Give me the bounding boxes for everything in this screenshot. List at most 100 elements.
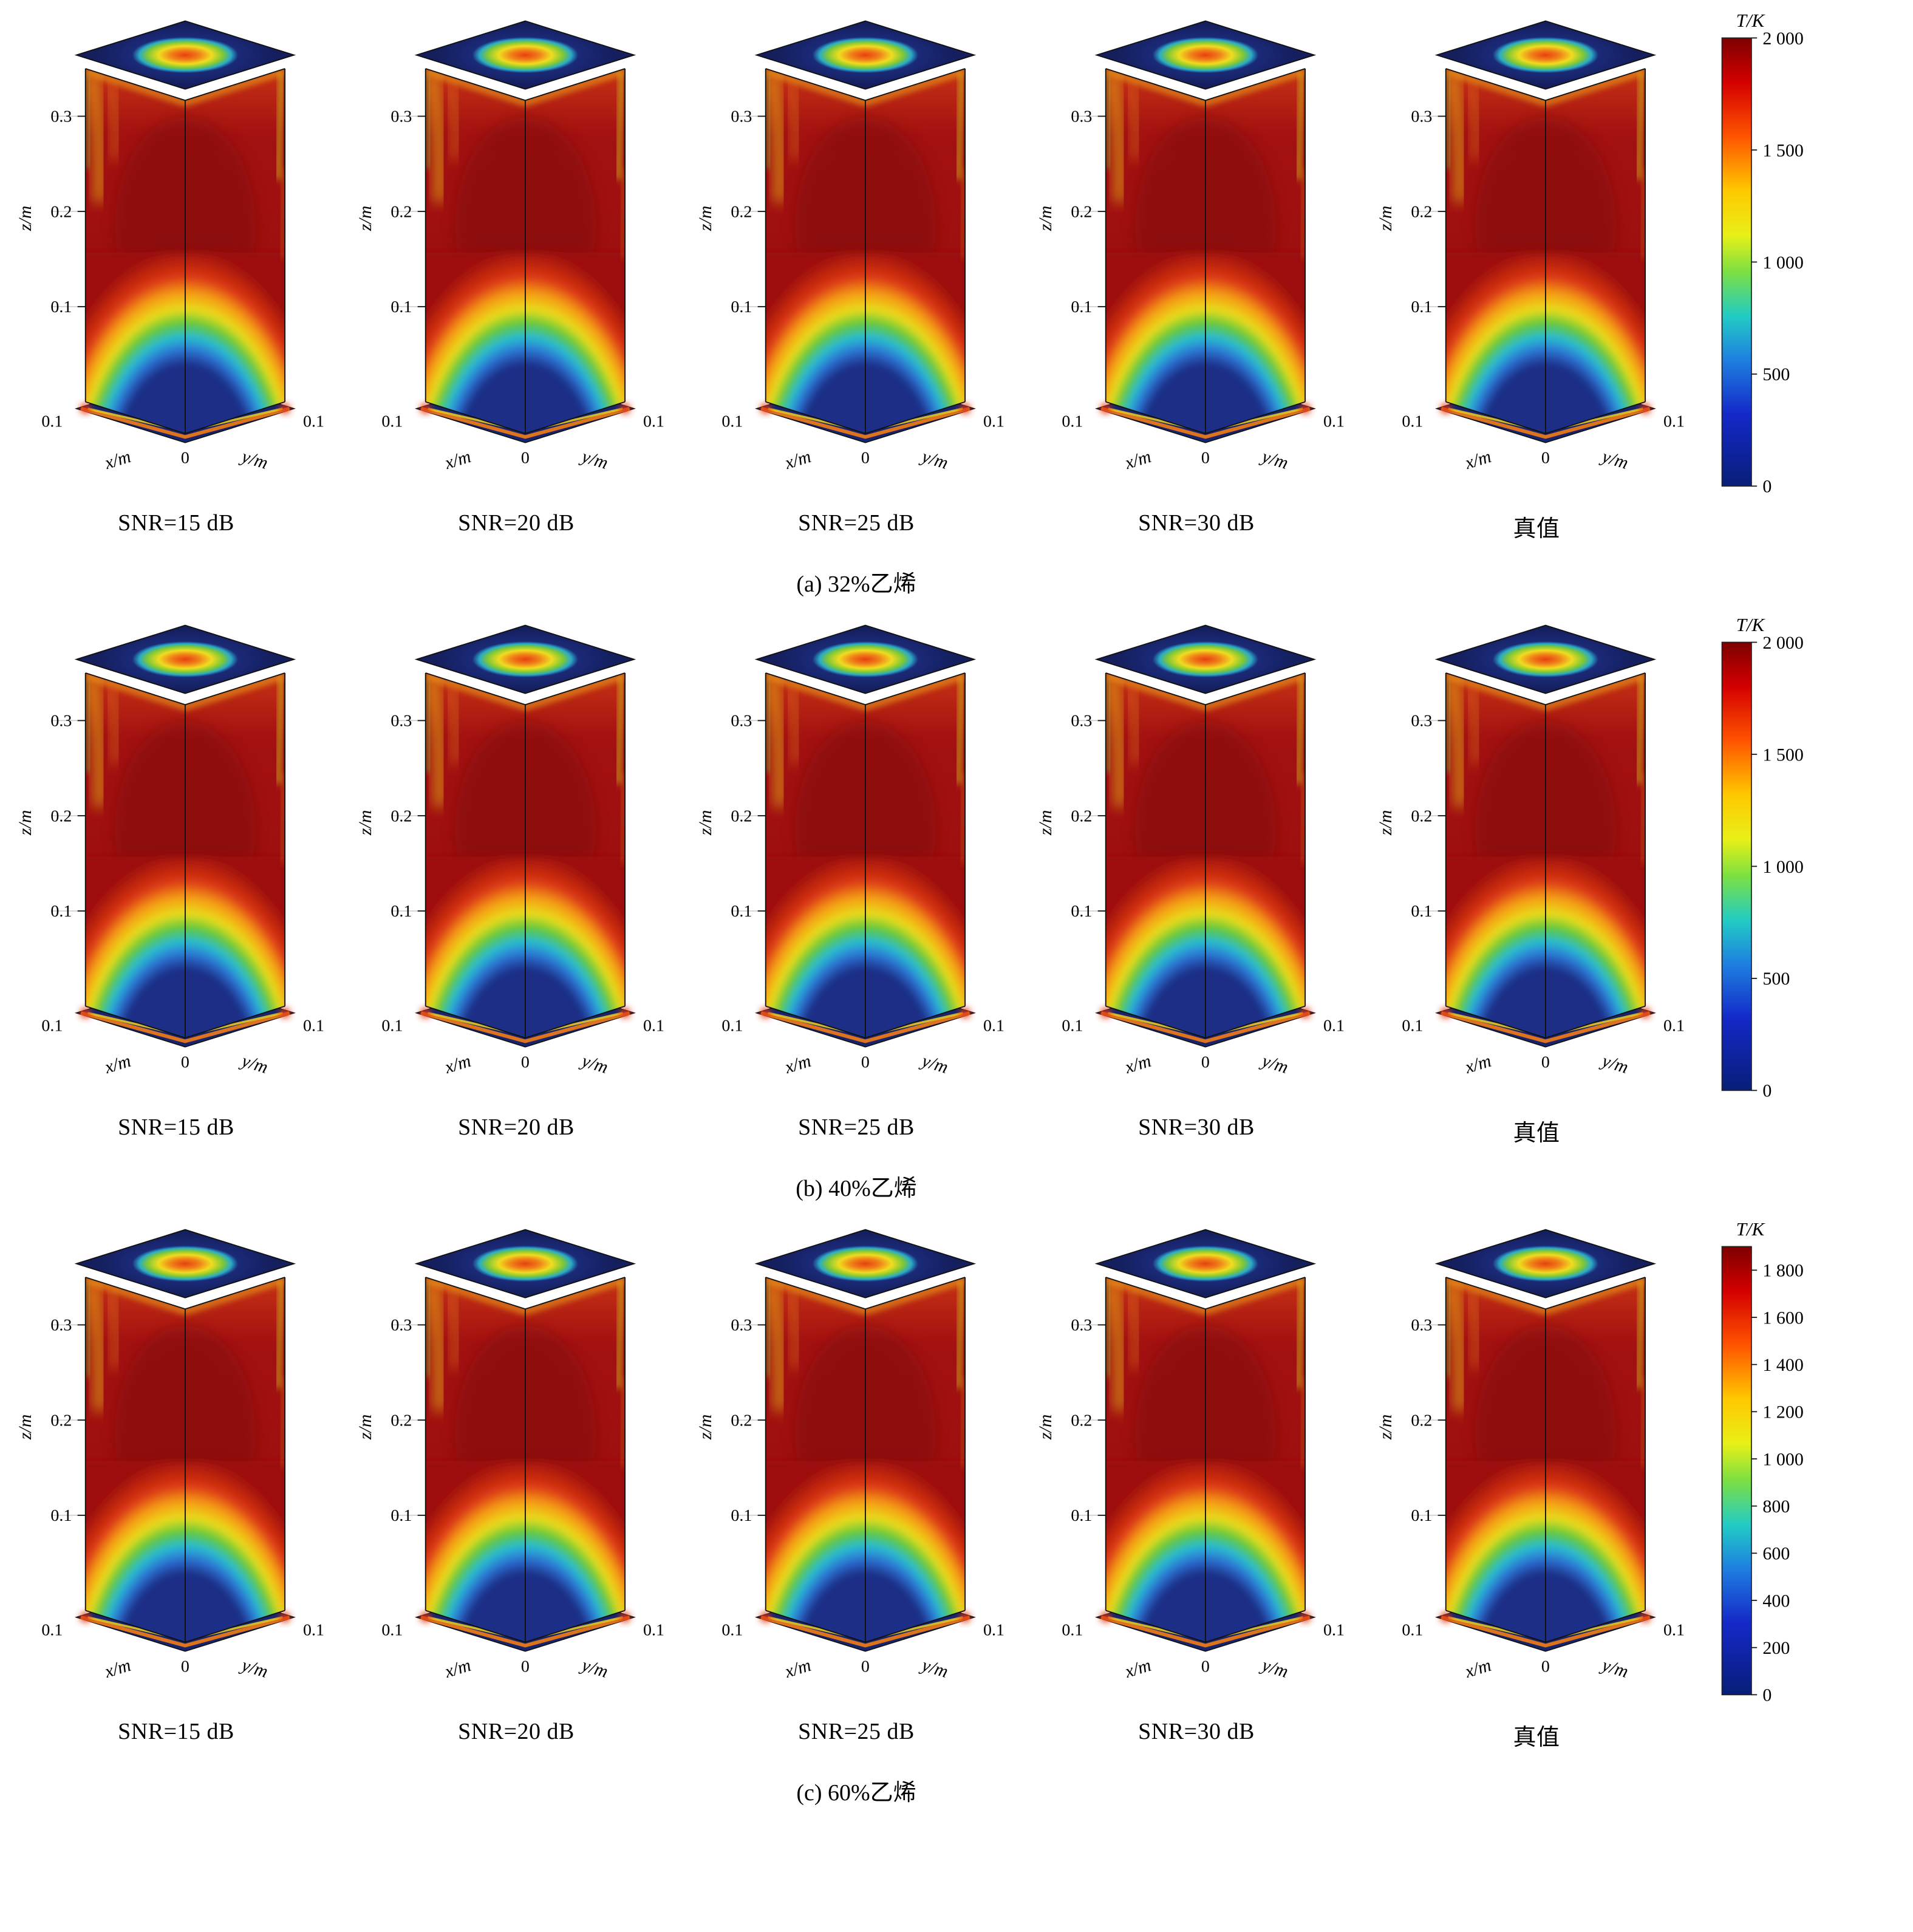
- plot-cell: 0.3 0.2 0.1 z/m: [1366, 10, 1707, 543]
- warm-sliver-right-2: [1300, 1377, 1306, 1468]
- plot-cell: 0.3 0.2 0.1 z/m: [1026, 1218, 1366, 1745]
- volume-faces: [85, 69, 285, 434]
- z-axis: 0.3 0.2 0.1 z/m: [15, 1316, 86, 1525]
- z-axis-label: z/m: [15, 206, 35, 231]
- box-top-edges: [1445, 1277, 1646, 1310]
- bottom-slice-hot-band: [760, 1011, 970, 1043]
- column-caption: SNR=30 dB: [1138, 510, 1255, 536]
- warm-sliver-right: [956, 73, 964, 180]
- z-axis: 0.3 0.2 0.1 z/m: [1035, 108, 1106, 316]
- flame-streak-left: [768, 1283, 784, 1411]
- z-axis: 0.3 0.2 0.1 z/m: [355, 1316, 426, 1525]
- box-wireframe: [765, 1277, 966, 1643]
- colorbar-tick-label: 800: [1762, 1497, 1790, 1517]
- plot-cell: 0.3 0.2 0.1 z/m: [1366, 614, 1707, 1147]
- warm-sliver-right: [956, 1282, 964, 1388]
- box-bottom-edges: [765, 1609, 966, 1643]
- box-top-edges: [765, 672, 966, 706]
- bottom-slice-hot-spot: [619, 1612, 630, 1623]
- z-tick-label: 0.3: [1071, 712, 1092, 731]
- z-tick-label: 0.2: [1411, 1411, 1432, 1430]
- plot-cell: 0.3 0.2 0.1 z/m: [6, 1218, 346, 1745]
- z-tick-label: 0.3: [1411, 108, 1432, 126]
- x-tick-label: 0.1: [1402, 412, 1423, 431]
- warm-sliver-right-2: [1640, 168, 1646, 259]
- bottom-slice-hot-spot: [1300, 1612, 1311, 1623]
- bottom-slice-hot-spot: [420, 403, 431, 414]
- warm-sliver-right-2: [1640, 1377, 1646, 1468]
- temperature-volume-plot: 0.3 0.2 0.1 z/m: [1035, 624, 1345, 1077]
- warm-sliver-right: [276, 73, 284, 180]
- z-tick-label: 0.3: [390, 108, 412, 126]
- warm-sliver-right: [1636, 677, 1644, 784]
- x-tick-label: 0.1: [1062, 412, 1083, 431]
- box-bottom-edges: [1105, 1609, 1306, 1643]
- bottom-slice-hot-spot: [1100, 403, 1111, 414]
- box-wireframe: [1105, 672, 1306, 1039]
- box-bottom-edges: [765, 401, 966, 434]
- bottom-slice-hot-spot: [960, 403, 970, 414]
- box-wireframe: [765, 672, 966, 1039]
- z-axis: 0.3 0.2 0.1 z/m: [1035, 1316, 1106, 1525]
- z-tick-label: 0.2: [1411, 202, 1432, 221]
- origin-tick-label: 0: [861, 1657, 870, 1676]
- z-tick-label: 0.3: [1411, 1316, 1432, 1335]
- z-axis-label: z/m: [1376, 810, 1396, 836]
- z-tick-label: 0.3: [390, 1316, 412, 1335]
- bottom-slice-hot-band: [1441, 406, 1651, 439]
- cool-sliver-left: [765, 677, 771, 773]
- flame-streak-left: [428, 75, 444, 203]
- cool-sliver-left: [1445, 677, 1451, 773]
- x-axis-label: x/m: [782, 1655, 814, 1682]
- bottom-slice-hot-band: [1100, 1011, 1311, 1043]
- z-axis-label: z/m: [695, 1415, 715, 1440]
- flame-streak-left: [88, 1283, 104, 1411]
- plot-cell: 0.3 0.2 0.1 z/m: [6, 614, 346, 1141]
- x-axis-label: x/m: [782, 1051, 814, 1077]
- colorbar-gradient: [1721, 37, 1752, 487]
- x-tick-label: 0.1: [381, 1017, 403, 1036]
- z-tick-label: 0.3: [50, 1316, 72, 1335]
- origin-tick-label: 0: [861, 1053, 870, 1071]
- plot-cell: 0.3 0.2 0.1 z/m: [686, 614, 1026, 1141]
- z-tick-label: 0.3: [50, 108, 72, 126]
- box-top-edges: [765, 1277, 966, 1310]
- x-axis-label: x/m: [442, 1655, 474, 1682]
- origin-tick-label: 0: [521, 1657, 530, 1676]
- z-axis: 0.3 0.2 0.1 z/m: [1035, 712, 1106, 921]
- z-axis-label: z/m: [15, 1415, 35, 1440]
- z-axis: 0.3 0.2 0.1 z/m: [355, 108, 426, 316]
- y-tick-label: 0.1: [983, 1017, 1004, 1036]
- y-axis-label: y/m: [918, 1654, 950, 1682]
- warm-sliver-right-2: [960, 773, 966, 864]
- cool-sliver-left: [425, 1282, 431, 1377]
- temperature-volume-plot: 0.3 0.2 0.1 z/m: [15, 20, 324, 473]
- colorbar-tick-label: 1 500: [1762, 745, 1803, 765]
- z-tick-label: 0.2: [731, 807, 752, 825]
- box-top-edges: [85, 672, 285, 706]
- panel-caption: (a) 32%乙烯: [796, 572, 916, 597]
- bottom-slice-hot-spot: [80, 403, 91, 414]
- z-tick-label: 0.3: [1071, 108, 1092, 126]
- y-axis-label: y/m: [1598, 1654, 1631, 1682]
- cool-sliver-left: [1105, 73, 1111, 169]
- z-tick-label: 0.2: [390, 202, 412, 221]
- x-tick-label: 0.1: [41, 412, 63, 431]
- z-tick-label: 0.2: [50, 807, 72, 825]
- colorbar-tick-label: 1 000: [1762, 857, 1803, 877]
- x-axis-label: x/m: [102, 446, 134, 473]
- box-bottom-edges: [425, 1005, 626, 1039]
- y-tick-label: 0.1: [1663, 412, 1685, 431]
- bottom-slice-hot-spot: [760, 1008, 771, 1019]
- colorbar-tick-label: 2 000: [1762, 633, 1803, 653]
- column-caption: SNR=15 dB: [118, 1719, 234, 1744]
- bottom-slice-hot-spot: [1300, 1008, 1311, 1019]
- y-tick-label: 0.1: [1323, 1621, 1345, 1640]
- colorbar-tick-label: 0: [1762, 477, 1771, 497]
- flame-streak-left-2: [1128, 686, 1139, 764]
- column-caption: SNR=15 dB: [118, 510, 234, 536]
- plot-cell: 0.3 0.2 0.1 z/m: [1026, 10, 1366, 536]
- panel-row-grid: 0.3 0.2 0.1 z/m: [6, 10, 1913, 556]
- z-tick-label: 0.1: [50, 1506, 72, 1525]
- z-axis: 0.3 0.2 0.1 z/m: [1376, 108, 1446, 316]
